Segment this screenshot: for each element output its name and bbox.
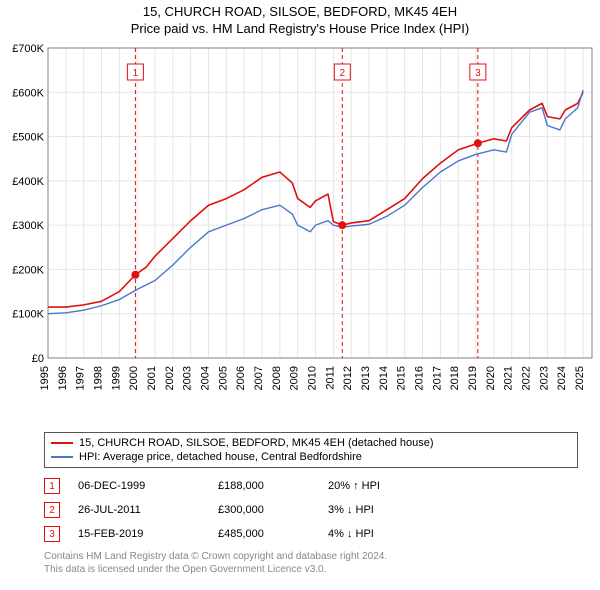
svg-text:£700K: £700K bbox=[12, 43, 44, 55]
svg-text:£400K: £400K bbox=[12, 176, 44, 188]
transaction-badge: 1 bbox=[44, 478, 60, 494]
title-block: 15, CHURCH ROAD, SILSOE, BEDFORD, MK45 4… bbox=[0, 0, 600, 38]
svg-text:1998: 1998 bbox=[93, 366, 105, 390]
svg-text:2: 2 bbox=[340, 68, 346, 79]
svg-text:£500K: £500K bbox=[12, 132, 44, 144]
svg-text:2007: 2007 bbox=[253, 366, 265, 390]
transaction-date: 15-FEB-2019 bbox=[78, 528, 218, 540]
legend-label: HPI: Average price, detached house, Cent… bbox=[79, 451, 362, 463]
svg-text:£600K: £600K bbox=[12, 87, 44, 99]
transaction-row: 1 06-DEC-1999£188,00020% ↑ HPI bbox=[44, 474, 578, 498]
svg-text:1999: 1999 bbox=[110, 366, 122, 390]
legend-swatch bbox=[51, 442, 73, 444]
transaction-price: £485,000 bbox=[218, 528, 328, 540]
svg-text:2014: 2014 bbox=[378, 366, 390, 390]
svg-text:2017: 2017 bbox=[431, 366, 443, 390]
transaction-price: £188,000 bbox=[218, 480, 328, 492]
svg-text:3: 3 bbox=[475, 68, 481, 79]
svg-text:2021: 2021 bbox=[503, 366, 515, 390]
transaction-diff: 20% ↑ HPI bbox=[328, 480, 438, 492]
line-chart: £0 £100K £200K £300K £400K £500K £600K £700K 199… bbox=[0, 38, 600, 428]
svg-text:1996: 1996 bbox=[57, 366, 69, 390]
svg-text:2008: 2008 bbox=[271, 366, 283, 390]
legend-item: 15, CHURCH ROAD, SILSOE, BEDFORD, MK45 4… bbox=[51, 436, 571, 450]
svg-text:2009: 2009 bbox=[289, 366, 301, 390]
svg-text:2000: 2000 bbox=[128, 366, 140, 390]
legend: 15, CHURCH ROAD, SILSOE, BEDFORD, MK45 4… bbox=[44, 432, 578, 468]
transactions-table: 1 06-DEC-1999£188,00020% ↑ HPI 2 26-JUL-201… bbox=[44, 474, 578, 546]
transaction-badge: 3 bbox=[44, 526, 60, 542]
svg-text:2020: 2020 bbox=[485, 366, 497, 390]
title-address: 15, CHURCH ROAD, SILSOE, BEDFORD, MK45 4… bbox=[6, 4, 594, 19]
svg-text:1: 1 bbox=[133, 68, 139, 79]
transaction-diff: 4% ↓ HPI bbox=[328, 528, 438, 540]
chart-area: £0 £100K £200K £300K £400K £500K £600K £700K 199… bbox=[0, 38, 600, 428]
svg-text:£300K: £300K bbox=[12, 220, 44, 232]
svg-text:2025: 2025 bbox=[574, 366, 586, 390]
transaction-badge: 2 bbox=[44, 502, 60, 518]
svg-text:2022: 2022 bbox=[521, 366, 533, 390]
svg-text:2023: 2023 bbox=[538, 366, 550, 390]
svg-text:2018: 2018 bbox=[449, 366, 461, 390]
svg-text:2003: 2003 bbox=[182, 366, 194, 390]
legend-swatch bbox=[51, 456, 73, 458]
svg-text:2001: 2001 bbox=[146, 366, 158, 390]
transaction-diff: 3% ↓ HPI bbox=[328, 504, 438, 516]
svg-text:2002: 2002 bbox=[164, 366, 176, 390]
footer-line-2: This data is licensed under the Open Gov… bbox=[44, 563, 578, 576]
svg-text:2010: 2010 bbox=[307, 366, 319, 390]
transaction-price: £300,000 bbox=[218, 504, 328, 516]
svg-text:2006: 2006 bbox=[235, 366, 247, 390]
transaction-row: 2 26-JUL-2011£300,0003% ↓ HPI bbox=[44, 498, 578, 522]
legend-label: 15, CHURCH ROAD, SILSOE, BEDFORD, MK45 4… bbox=[79, 437, 434, 449]
svg-text:2024: 2024 bbox=[556, 366, 568, 390]
svg-text:1995: 1995 bbox=[39, 366, 51, 390]
svg-text:2013: 2013 bbox=[360, 366, 372, 390]
footer-line-1: Contains HM Land Registry data © Crown c… bbox=[44, 550, 578, 563]
svg-text:2005: 2005 bbox=[217, 366, 229, 390]
svg-text:£200K: £200K bbox=[12, 264, 44, 276]
svg-text:£100K: £100K bbox=[12, 309, 44, 321]
svg-text:2019: 2019 bbox=[467, 366, 479, 390]
title-subtitle: Price paid vs. HM Land Registry's House … bbox=[6, 21, 594, 36]
svg-text:2012: 2012 bbox=[342, 366, 354, 390]
transaction-row: 3 15-FEB-2019£485,0004% ↓ HPI bbox=[44, 522, 578, 546]
svg-text:2011: 2011 bbox=[324, 366, 336, 390]
svg-text:2004: 2004 bbox=[200, 366, 212, 390]
svg-text:2016: 2016 bbox=[414, 366, 426, 390]
legend-item: HPI: Average price, detached house, Cent… bbox=[51, 450, 571, 464]
svg-text:1997: 1997 bbox=[75, 366, 87, 390]
svg-text:£0: £0 bbox=[32, 353, 44, 365]
transaction-date: 26-JUL-2011 bbox=[78, 504, 218, 516]
svg-text:2015: 2015 bbox=[396, 366, 408, 390]
footer: Contains HM Land Registry data © Crown c… bbox=[44, 550, 578, 576]
transaction-date: 06-DEC-1999 bbox=[78, 480, 218, 492]
